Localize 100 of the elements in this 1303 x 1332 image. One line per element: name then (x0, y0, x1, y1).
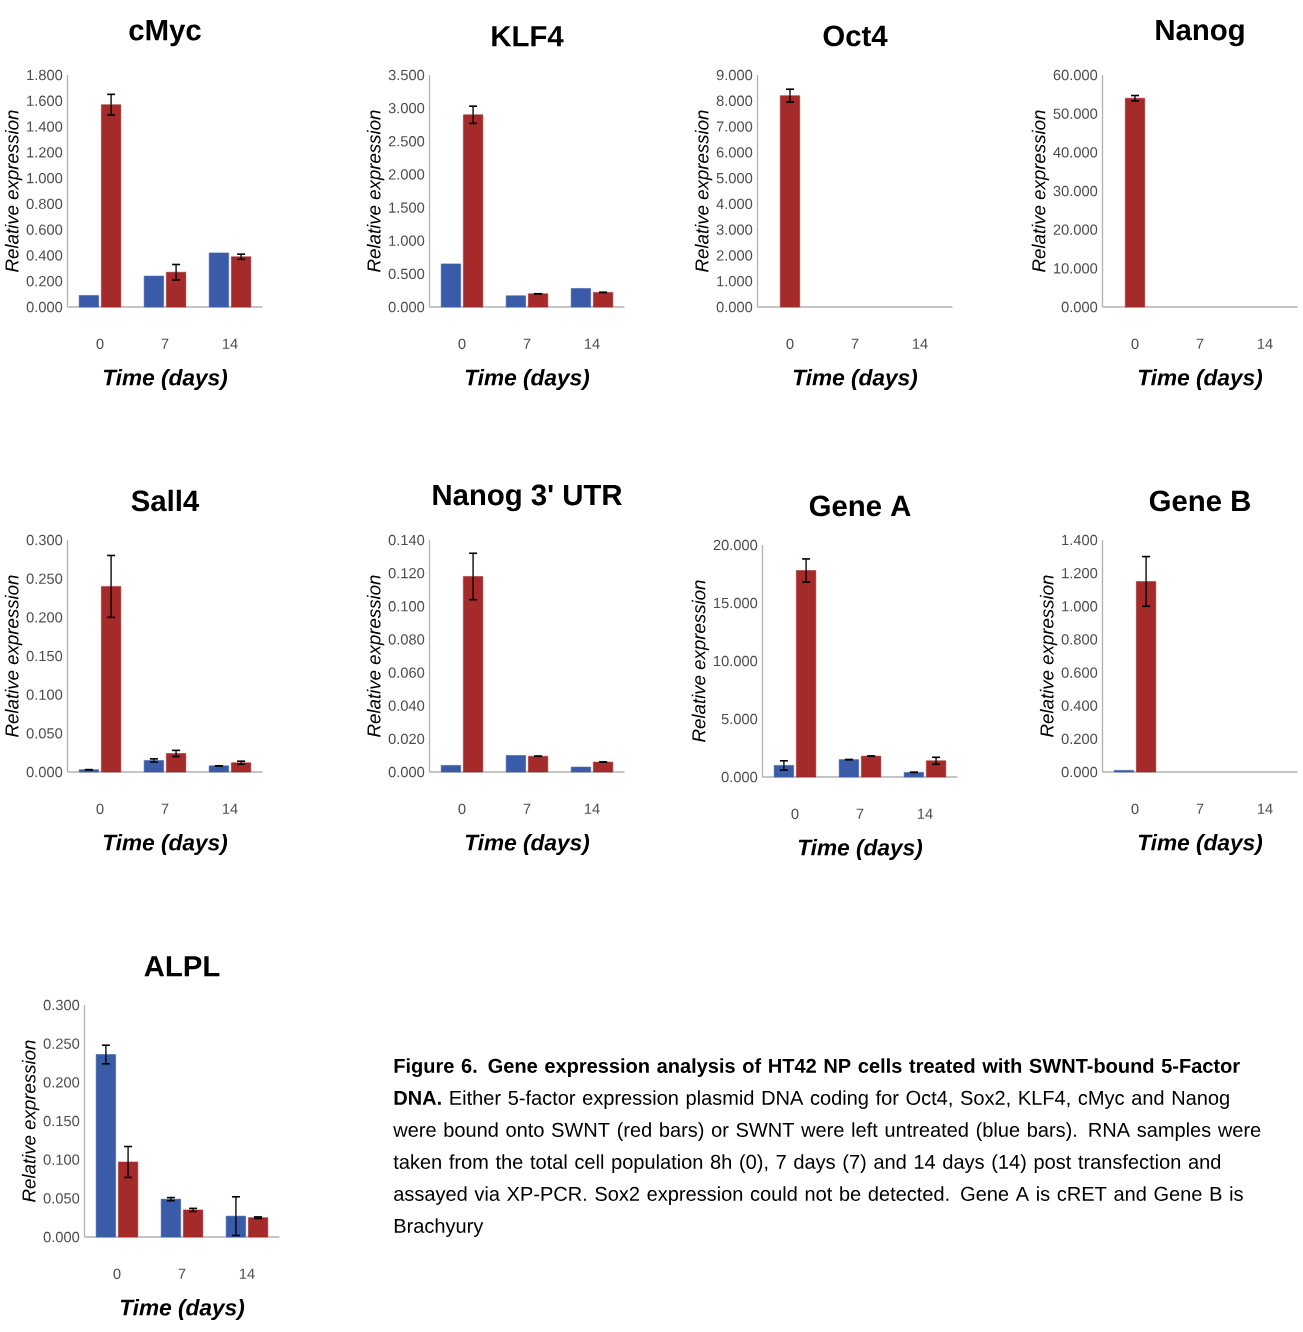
y-tick-label: 0.140 (388, 534, 425, 546)
x-tick-label: 7 (523, 803, 531, 814)
y-tick-label: 1.500 (389, 202, 425, 213)
x-tick-label: 0 (458, 803, 466, 815)
chart-title: ALPL (144, 956, 220, 977)
bar (101, 104, 122, 308)
y-tick-label: 0.050 (43, 1193, 80, 1204)
bar (101, 586, 122, 773)
y-tick-label: 1.600 (27, 95, 63, 106)
x-tick-label: 0 (458, 338, 466, 350)
bar (593, 761, 614, 773)
x-tick-label: 14 (222, 803, 238, 814)
y-tick-label: 5.000 (716, 172, 753, 184)
y-tick-label: 40.000 (1053, 147, 1098, 158)
y-tick-label: 3.000 (388, 102, 425, 114)
y-tick-label: 7.000 (716, 121, 753, 132)
y-tick-label: 1.000 (717, 276, 753, 287)
y-tick-label: 0.600 (1061, 667, 1098, 678)
y-tick-label: 6.000 (716, 147, 753, 158)
y-axis-title: Relative expression (366, 110, 385, 272)
bar (463, 114, 484, 308)
x-tick-label: 7 (178, 1268, 186, 1279)
y-tick-label: 0.080 (388, 634, 425, 645)
y-tick-label: 0.800 (26, 198, 63, 210)
y-tick-label: 0.000 (26, 301, 63, 313)
x-tick-label: 0 (96, 803, 104, 815)
x-tick-label: 14 (239, 1268, 255, 1279)
y-axis-title: Relative expression (4, 575, 23, 737)
x-tick-label: 7 (856, 808, 864, 819)
y-tick-label: 8.000 (716, 95, 753, 106)
bar (118, 1161, 139, 1238)
bar (505, 755, 526, 773)
x-tick-label: 0 (1131, 803, 1139, 815)
y-tick-label: 2.000 (388, 169, 425, 180)
text: Figure 6. Gene expression analysis of HT42 NP cells treated with SWNT-bound 5-Factor DNA. Either 5-factor expression plasmid DNA coding for Oct4, Sox2, KLF4, cMyc and Nanog were bound onto SWNT (red bars) or SWNT were left untreated (blue bars). RNA samples were taken from the total cell population 8h (0), 7 days (7) and 14 days (14) post transfection and assayed via XP-PCR. Sox2 expression could not be detected. Gene A is cRET and Gene B is Brachyury (393, 1058, 1261, 1237)
y-tick-label: 0.200 (26, 276, 63, 287)
x-tick-label: 14 (1257, 803, 1273, 814)
y-tick-label: 2.000 (716, 250, 753, 261)
x-tick-label: 14 (1257, 338, 1273, 349)
bar (570, 288, 591, 308)
y-tick-label: 2.500 (388, 136, 425, 147)
y-tick-label: 30.000 (1053, 185, 1098, 197)
y-tick-label: 0.000 (1061, 301, 1098, 313)
y-tick-label: 15.000 (714, 597, 758, 609)
x-tick-label: 0 (791, 808, 799, 820)
y-tick-label: 0.600 (26, 224, 63, 235)
bar (78, 769, 99, 773)
y-tick-label: 10.000 (714, 655, 758, 667)
chart-title: Gene B (1149, 490, 1250, 512)
bar (143, 760, 164, 773)
x-tick-label: 7 (161, 803, 169, 814)
bar (593, 292, 614, 308)
bar (95, 1054, 116, 1238)
y-tick-label: 0.100 (388, 601, 425, 612)
y-tick-label: 0.120 (388, 567, 425, 579)
bar (926, 760, 947, 778)
x-axis-title: Time (days) (1138, 833, 1263, 856)
bar (166, 271, 187, 308)
bar (505, 295, 526, 308)
y-tick-label: 20.000 (713, 539, 758, 551)
bar (463, 576, 484, 773)
chart-title: KLF4 (492, 26, 564, 47)
y-tick-label: 0.000 (26, 766, 63, 778)
x-tick-label: 14 (917, 808, 933, 819)
bar (861, 755, 882, 778)
y-tick-label: 0.000 (43, 1231, 80, 1243)
x-tick-label: 14 (912, 338, 928, 349)
bar (143, 275, 164, 308)
y-axis-title: Relative expression (691, 580, 710, 742)
y-tick-label: 0.300 (43, 999, 80, 1011)
x-axis-title: Time (days) (120, 1298, 245, 1321)
x-tick-label: 14 (584, 338, 600, 349)
x-tick-label: 14 (584, 803, 600, 814)
y-tick-label: 50.000 (1053, 108, 1098, 119)
y-tick-label: 3.500 (388, 69, 425, 81)
x-axis-title: Time (days) (465, 368, 590, 391)
y-tick-label: 0.800 (1061, 634, 1098, 645)
x-tick-label: 7 (1196, 803, 1204, 814)
bar (160, 1198, 181, 1238)
x-axis-title: Time (days) (465, 833, 590, 856)
y-tick-label: 0.100 (43, 1154, 80, 1165)
y-tick-label: 0.150 (26, 650, 63, 662)
bar (440, 263, 461, 308)
y-axis-title: Relative expression (21, 1040, 40, 1202)
x-axis-title: Time (days) (793, 368, 918, 391)
y-tick-label: 0.300 (26, 534, 63, 546)
y-tick-label: 1.200 (1062, 567, 1098, 579)
bar (440, 765, 461, 773)
y-tick-label: 1.800 (27, 69, 63, 81)
chart-title: cMyc (129, 20, 201, 47)
bar (796, 570, 817, 778)
y-tick-label: 1.400 (27, 121, 63, 132)
chart-title: Gene A (809, 495, 911, 517)
y-tick-label: 0.200 (43, 1077, 80, 1088)
chart-title: Sall4 (131, 489, 200, 512)
bar (838, 759, 859, 778)
bar (231, 256, 252, 308)
y-tick-label: 0.000 (721, 771, 758, 783)
x-axis-title: Time (days) (103, 833, 228, 856)
y-tick-label: 0.400 (1061, 700, 1098, 711)
